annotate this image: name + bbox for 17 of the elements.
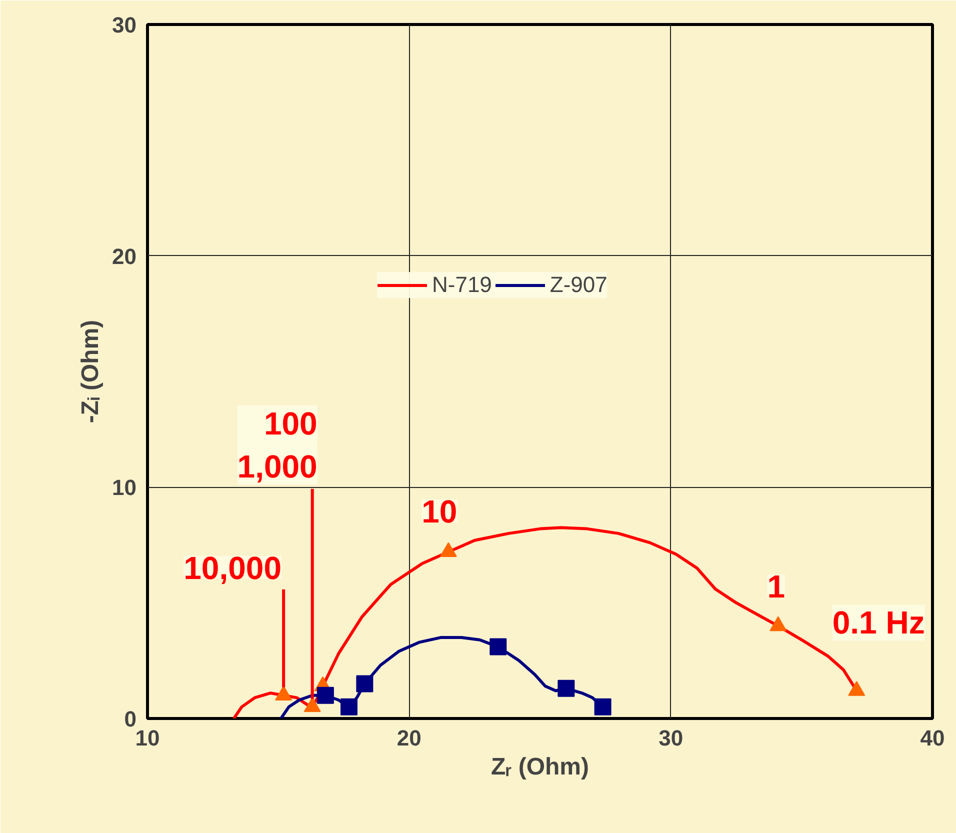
legend-label: N-719 bbox=[432, 272, 492, 298]
annotation: 1 bbox=[767, 568, 786, 604]
annotation: 0.1 Hz bbox=[832, 604, 925, 641]
x-tick-label: 30 bbox=[658, 726, 684, 750]
legend-label: Z-907 bbox=[550, 272, 608, 298]
y-tick-label: 0 bbox=[124, 706, 137, 732]
x-tick-label: 10 bbox=[135, 726, 160, 750]
y-tick-label: 20 bbox=[112, 244, 137, 269]
y-axis-title: -Zᵢ (Ohm) bbox=[77, 320, 104, 424]
y-tick-label: 30 bbox=[112, 12, 137, 38]
y-tick-label: 10 bbox=[112, 475, 137, 500]
x-tick-label: 40 bbox=[920, 726, 945, 750]
x-tick-label: 20 bbox=[396, 726, 422, 750]
annotation: 10 bbox=[422, 493, 458, 530]
annotation: 10,000 bbox=[184, 550, 282, 586]
x-axis-title: Zᵣ (Ohm) bbox=[490, 754, 590, 780]
annotation: 100 1,000 bbox=[237, 405, 318, 485]
